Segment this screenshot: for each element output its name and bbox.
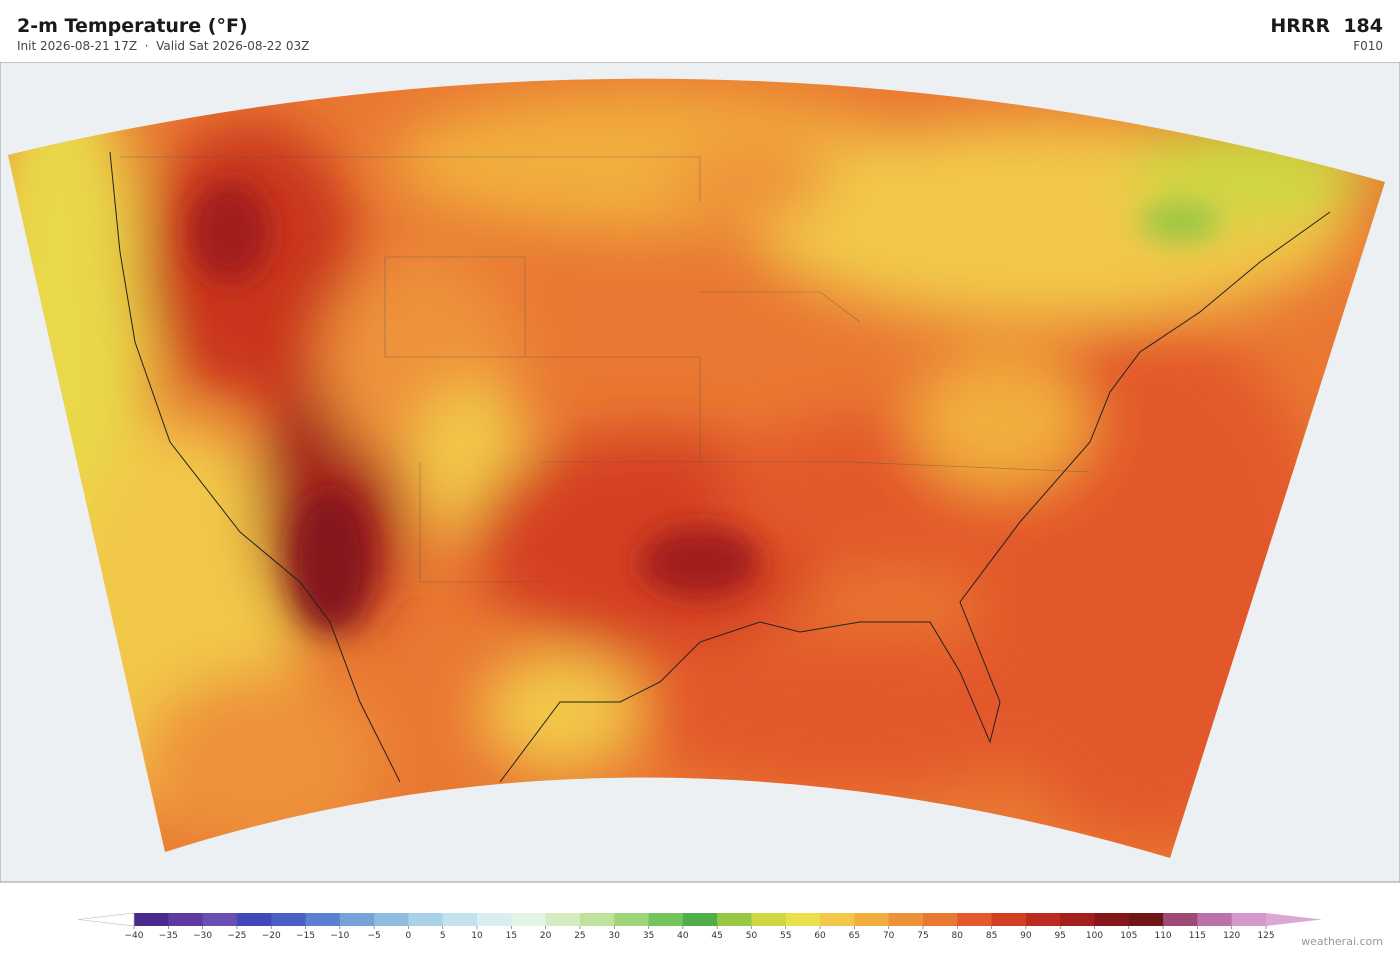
colorbar-tick-label: −20 <box>262 931 281 941</box>
colorbar-swatch <box>717 913 752 926</box>
colorbar-tick-label: 110 <box>1154 931 1171 941</box>
colorbar-tick-label: 30 <box>609 931 621 941</box>
colorbar-under <box>77 912 135 927</box>
colorbar-swatch <box>854 913 890 926</box>
colorbar-tick-label: 0 <box>406 931 412 941</box>
colorbar-swatch <box>1025 913 1061 926</box>
colorbar-swatch <box>922 913 958 926</box>
colorbar-tick-label: −25 <box>227 931 246 941</box>
colorbar-tick-label: 35 <box>643 931 654 941</box>
colorbar-swatch <box>991 913 1027 926</box>
colorbar-tick-label: 125 <box>1257 931 1274 941</box>
colorbar-swatch <box>374 913 409 926</box>
colorbar-tick-label: 25 <box>574 931 585 941</box>
colorbar-tick-label: 10 <box>471 931 483 941</box>
colorbar-swatch <box>1060 913 1095 926</box>
model-label: HRRR 184 <box>1270 15 1383 37</box>
colorbar-swatch <box>888 913 924 926</box>
colorbar-tick-label: 50 <box>746 931 758 941</box>
colorbar-swatch <box>785 913 821 926</box>
colorbar-tick-label: 45 <box>711 931 722 941</box>
colorbar-tick-label: 75 <box>917 931 928 941</box>
colorbar-tick-label: 60 <box>814 931 826 941</box>
temperature-field <box>8 78 1385 858</box>
colorbar-swatch <box>682 913 718 926</box>
colorbar-over <box>1266 913 1322 926</box>
colorbar-tick-label: −10 <box>330 931 349 941</box>
colorbar-swatch <box>751 913 787 926</box>
map <box>0 62 1400 883</box>
colorbar-swatch <box>134 913 169 926</box>
colorbar-tick-label: 20 <box>540 931 552 941</box>
colorbar-tick-label: −30 <box>193 931 212 941</box>
colorbar-swatch <box>236 913 272 926</box>
colorbar-tick-label: 70 <box>883 931 895 941</box>
colorbar-swatch <box>820 913 855 926</box>
colorbar-tick-label: 15 <box>506 931 517 941</box>
colorbar-tick-label: 55 <box>780 931 791 941</box>
colorbar-swatch <box>648 913 684 926</box>
colorbar-tick-label: 100 <box>1086 931 1103 941</box>
colorbar-tick-label: 105 <box>1120 931 1137 941</box>
forecast-hour: F010 <box>1353 39 1383 53</box>
colorbar-swatch <box>305 913 341 926</box>
colorbar: −40 −35 −30 −25 −20 −15 −10 −5 0 5 10 15 20 25 30 35 40 4… <box>77 912 1322 941</box>
colorbar-tick-label: 115 <box>1189 931 1206 941</box>
colorbar-swatch <box>1094 913 1130 926</box>
colorbar-swatch <box>442 913 478 926</box>
colorbar-tick-label: −5 <box>367 931 380 941</box>
colorbar-tick-label: 85 <box>986 931 997 941</box>
colorbar-tick-label: 5 <box>440 931 446 941</box>
colorbar-swatch <box>579 913 615 926</box>
colorbar-tick-label: 80 <box>952 931 964 941</box>
colorbar-tick-label: 40 <box>677 931 689 941</box>
colorbar-tick-label: −40 <box>125 931 144 941</box>
colorbar-swatch <box>614 913 650 926</box>
colorbar-swatch <box>271 913 307 926</box>
colorbar-tick-label: −35 <box>159 931 178 941</box>
subtitle: Init 2026-08-21 17Z · Valid Sat 2026-08-… <box>17 39 310 53</box>
colorbar-swatch <box>477 913 512 926</box>
colorbar-swatch <box>1128 913 1164 926</box>
colorbar-tick-label: 90 <box>1020 931 1032 941</box>
colorbar-swatch <box>408 913 444 926</box>
colorbar-swatch <box>168 913 204 926</box>
colorbar-tick-label: 65 <box>849 931 860 941</box>
colorbar-swatch <box>339 913 375 926</box>
colorbar-swatch <box>1231 913 1267 926</box>
colorbar-swatch <box>202 913 238 926</box>
colorbar-swatch <box>957 913 993 926</box>
title: 2-m Temperature (°F) <box>17 15 248 37</box>
colorbar-swatch <box>1163 913 1198 926</box>
colorbar-tick-label: 95 <box>1054 931 1065 941</box>
colorbar-swatch <box>1197 913 1233 926</box>
colorbar-tick-label: 120 <box>1223 931 1240 941</box>
credit: weatherai.com <box>1301 935 1383 948</box>
colorbar-tick-label: −15 <box>296 931 315 941</box>
colorbar-swatch <box>545 913 581 926</box>
colorbar-swatch <box>511 913 547 926</box>
